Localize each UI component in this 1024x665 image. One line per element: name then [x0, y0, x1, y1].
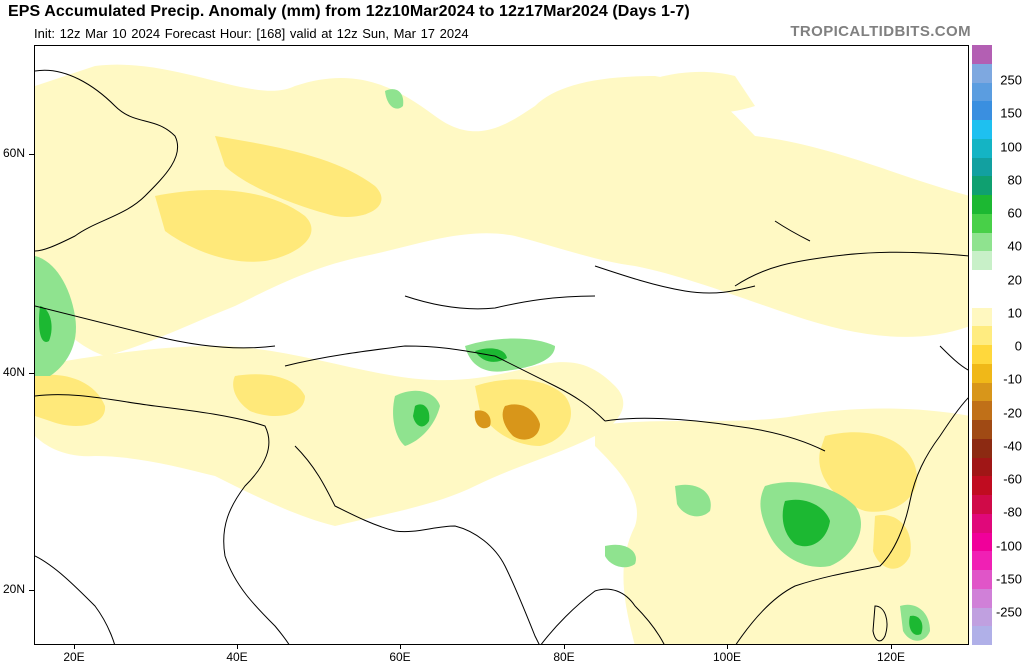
colorbar: [972, 45, 992, 645]
lat-label-60n: 60N: [3, 146, 26, 160]
colorbar-swatch: [972, 570, 992, 589]
colorbar-swatch: [972, 607, 992, 627]
lon-tick-40e: [237, 645, 238, 649]
lon-label-120e: 120E: [876, 650, 906, 664]
lon-tick-120e: [891, 645, 892, 649]
coastlines-and-borders: [35, 69, 968, 644]
colorbar-label: -100: [995, 538, 1022, 553]
map-subtitle: Init: 12z Mar 10 2024 Forecast Hour: [16…: [34, 26, 469, 41]
colorbar-label: 40: [1007, 238, 1022, 254]
colorbar-swatch: [972, 363, 992, 383]
colorbar-swatch: [972, 307, 992, 327]
colorbar-swatch: [972, 420, 992, 439]
colorbar-label: -20: [1003, 405, 1022, 420]
lon-label-100e: 100E: [712, 650, 742, 664]
dry-anomaly-moderate: [35, 136, 917, 569]
colorbar-swatch: [972, 551, 992, 570]
colorbar-swatch: [972, 232, 992, 252]
lon-tick-100e: [727, 645, 728, 649]
colorbar-swatch: [972, 626, 992, 645]
colorbar-label: 250: [1000, 72, 1022, 88]
colorbar-swatch: [972, 401, 992, 420]
colorbar-label: -250: [995, 604, 1022, 620]
colorbar-swatch: [972, 345, 992, 364]
colorbar-label: -80: [1003, 504, 1022, 520]
lat-tick-40n: [29, 373, 34, 374]
colorbar-swatch: [972, 251, 992, 270]
colorbar-swatch: [972, 288, 992, 308]
map-canvas: [35, 64, 968, 644]
colorbar-swatch: [972, 270, 992, 289]
colorbar-label: 10: [1007, 305, 1022, 321]
colorbar-label: 20: [1007, 272, 1022, 287]
lat-label-20n: 20N: [3, 582, 26, 596]
wet-anomaly-moderate: [39, 306, 923, 635]
colorbar-swatch: [972, 101, 992, 120]
colorbar-swatch: [972, 513, 992, 533]
lon-label-80e: 80E: [553, 650, 575, 664]
lon-tick-20e: [74, 645, 75, 649]
colorbar-label: -40: [1003, 438, 1022, 454]
dry-anomaly-strong: [474, 404, 540, 440]
lon-tick-60e: [400, 645, 401, 649]
colorbar-label: -10: [1003, 371, 1022, 387]
colorbar-swatch: [972, 476, 992, 495]
precip-anomaly-map: [34, 45, 969, 645]
colorbar-label: 150: [1000, 105, 1022, 121]
colorbar-label: -150: [995, 571, 1022, 587]
brand-watermark: TROPICALTIDBITS.COM: [790, 23, 971, 40]
lon-tick-80e: [564, 645, 565, 649]
lon-label-20e: 20E: [63, 650, 85, 664]
colorbar-swatch: [972, 382, 992, 402]
colorbar-label: 100: [1000, 139, 1022, 154]
colorbar-swatch: [972, 326, 992, 345]
colorbar-swatch: [972, 532, 992, 552]
colorbar-swatch: [972, 138, 992, 158]
colorbar-swatch: [972, 45, 992, 64]
colorbar-swatch: [972, 157, 992, 177]
lon-label-40e: 40E: [226, 650, 248, 664]
colorbar-label: 80: [1007, 172, 1022, 188]
map-title: EPS Accumulated Precip. Anomaly (mm) fro…: [8, 3, 690, 20]
lon-label-60e: 60E: [389, 650, 411, 664]
colorbar-swatch: [972, 213, 992, 233]
colorbar-swatch: [972, 195, 992, 214]
colorbar-swatch: [972, 495, 992, 514]
colorbar-label: 60: [1007, 205, 1022, 221]
lat-label-40n: 40N: [3, 365, 26, 379]
colorbar-label: 0: [1014, 338, 1022, 354]
lat-tick-60n: [29, 154, 34, 155]
colorbar-swatch: [972, 457, 992, 477]
colorbar-label: -60: [1003, 471, 1022, 487]
colorbar-swatch: [972, 588, 992, 608]
colorbar-swatch: [972, 63, 992, 83]
colorbar-swatch: [972, 82, 992, 102]
lat-tick-20n: [29, 590, 34, 591]
colorbar-swatch: [972, 438, 992, 458]
colorbar-swatch: [972, 120, 992, 139]
colorbar-swatch: [972, 176, 992, 195]
